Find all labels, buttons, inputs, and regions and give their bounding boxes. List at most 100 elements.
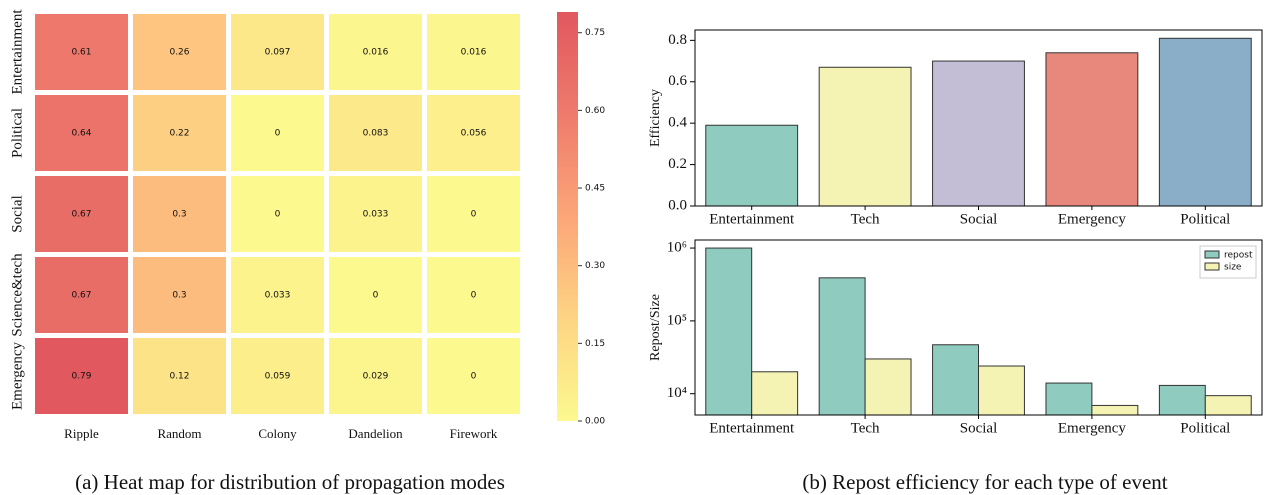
heatmap-cell (231, 14, 324, 90)
cell-label: 0.79 (71, 372, 91, 382)
cell-label: 0.033 (265, 291, 291, 301)
plot-frame (694, 29, 1263, 207)
heatmap-cell (231, 95, 324, 171)
heatmap-cell (35, 176, 128, 252)
y-tick-label: 0.4 (668, 115, 687, 131)
heatmap-cell (35, 338, 128, 414)
bar (932, 344, 979, 416)
legend-swatch (1204, 250, 1220, 259)
legend-label: repost (1224, 251, 1253, 261)
cell-label: 0 (373, 291, 379, 301)
cell-label: 0.016 (363, 48, 389, 58)
y-tick-label: 10⁴ (667, 385, 687, 401)
cell-label: 0.12 (169, 372, 189, 382)
x-tick-label: Social (960, 211, 998, 227)
cell-label: 0.029 (363, 372, 389, 382)
cell-label: 0.083 (363, 129, 389, 139)
cell-label: 0.64 (71, 129, 91, 139)
cell-label: 0.67 (71, 210, 91, 220)
cell-label: 0.22 (169, 129, 189, 139)
colorbar-tick-label: 0.75 (585, 28, 605, 38)
y-tick-label: 0.8 (668, 32, 687, 48)
y-tick-label: 10⁶ (667, 239, 687, 255)
heatmap-cell (329, 14, 422, 90)
cell-label: 0.056 (461, 129, 487, 139)
bar (1045, 52, 1139, 207)
cell-label: 0 (275, 129, 281, 139)
cell-label: 0 (471, 372, 477, 382)
x-tick-label: Social (960, 420, 998, 436)
heatmap-cell (329, 338, 422, 414)
row-label: Emergency (9, 341, 25, 410)
legend-swatch (1204, 262, 1220, 271)
heatmap-cell (231, 176, 324, 252)
cell-label: 0.3 (172, 291, 186, 301)
heatmap-cell (427, 338, 520, 414)
bar (1045, 382, 1093, 416)
colorbar-tick-label: 0.15 (585, 339, 605, 349)
colorbar-tick-label: 0.00 (585, 417, 605, 427)
heatmap-cell (133, 95, 226, 171)
bar (978, 365, 1025, 416)
cell-label: 0 (275, 210, 281, 220)
x-tick-label: Political (1180, 211, 1230, 227)
bar (818, 66, 912, 207)
row-label: Science&tech (9, 253, 25, 337)
cell-label: 0 (471, 210, 477, 220)
y-axis-label: Efficiency (648, 89, 663, 147)
column-label: Firework (450, 426, 498, 441)
bar (1158, 37, 1252, 207)
y-tick-label: 0.2 (668, 156, 687, 172)
column-label: Ripple (64, 426, 99, 441)
bar (932, 60, 1025, 207)
x-tick-label: Entertainment (709, 211, 795, 227)
row-label: Political (9, 108, 25, 158)
colorbar (557, 12, 578, 421)
x-tick-label: Political (1180, 420, 1230, 436)
caption: (a) Heat map for distribution of propaga… (75, 470, 505, 494)
legend-label: size (1224, 263, 1242, 273)
cell-label: 0.67 (71, 291, 91, 301)
cell-label: 0.033 (363, 210, 389, 220)
y-axis-label: Repost/Size (648, 294, 663, 361)
heatmap-cell (231, 257, 324, 333)
heatmap-cell (427, 95, 520, 171)
heatmap-cell (329, 257, 422, 333)
bar (705, 247, 753, 416)
y-tick-label: 0.6 (668, 73, 687, 89)
heatmap-cell (427, 14, 520, 90)
cell-label: 0.61 (71, 48, 91, 58)
heatmap-cell (35, 257, 128, 333)
heatmap-cell (427, 257, 520, 333)
bar (1204, 395, 1252, 416)
column-label: Random (157, 426, 201, 441)
y-tick-label: 0.0 (668, 197, 687, 213)
heatmap-cell (329, 176, 422, 252)
caption: (b) Repost efficiency for each type of e… (802, 470, 1167, 494)
bar (1091, 404, 1139, 416)
cell-label: 0.097 (265, 48, 291, 58)
cell-label: 0.016 (461, 48, 487, 58)
heatmap-cell (133, 176, 226, 252)
colorbar-tick-label: 0.30 (585, 261, 605, 271)
row-label: Entertainment (9, 9, 25, 95)
bar (818, 277, 866, 416)
heatmap-cell (133, 257, 226, 333)
bar (705, 124, 799, 207)
heatmap-cell (231, 338, 324, 414)
column-label: Dandelion (348, 426, 403, 441)
column-label: Colony (258, 426, 297, 441)
heatmap-cell (427, 176, 520, 252)
x-tick-label: Tech (851, 211, 880, 227)
cell-label: 0.26 (169, 48, 189, 58)
x-tick-label: Tech (851, 420, 880, 436)
x-tick-label: Emergency (1058, 211, 1127, 227)
row-label: Social (9, 195, 25, 233)
bar (751, 371, 799, 416)
heatmap-cell (35, 95, 128, 171)
x-tick-label: Emergency (1058, 420, 1127, 436)
cell-label: 0 (471, 291, 477, 301)
heatmap-cell (35, 14, 128, 90)
bar (864, 358, 912, 416)
